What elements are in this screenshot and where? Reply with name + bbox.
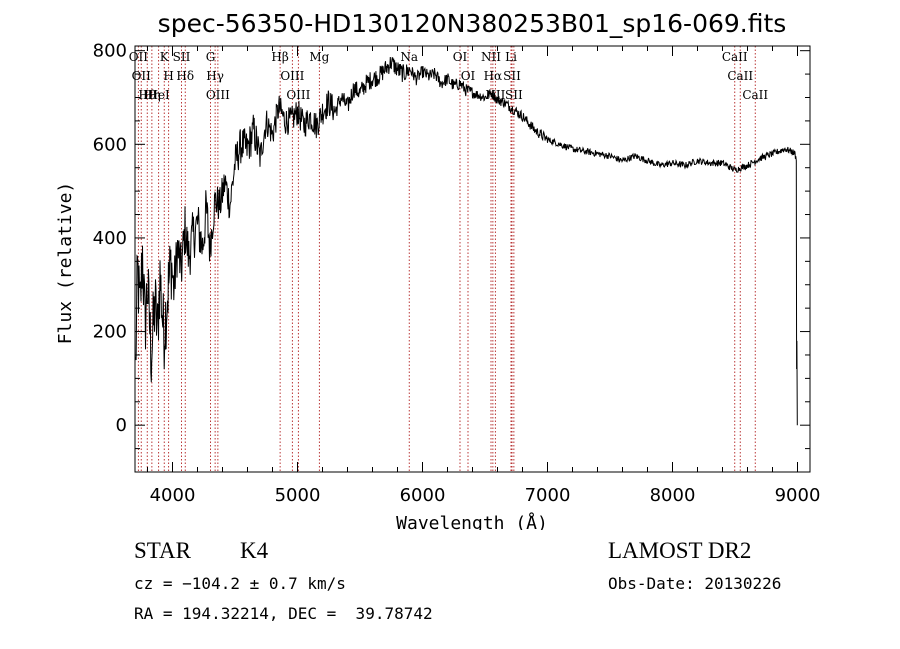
- line-label-25-0: CaII: [722, 50, 748, 64]
- spectral-line-markers: [137, 46, 756, 472]
- spectrum-chart: spec-56350-HD130120N380253B01_sp16-069.f…: [55, 9, 821, 530]
- x-tick-label-4: 8000: [650, 485, 696, 506]
- x-tick-label-2: 6000: [400, 485, 446, 506]
- line-label-23-0: SII: [503, 69, 521, 83]
- line-label-17-0: OI: [453, 50, 468, 64]
- axes: 4000 5000 6000 7000 8000 9000 0 200 400 600 800: [93, 41, 821, 506]
- line-label-4-0: HeI: [147, 88, 170, 102]
- line-label-10-0: Hγ: [206, 69, 224, 83]
- line-label-0-0: OII: [129, 50, 149, 64]
- line-label-9-0: G: [206, 50, 216, 64]
- obs-date: Obs-Date: 20130226: [608, 574, 782, 593]
- line-label-19-0: NII: [481, 50, 501, 64]
- ra-dec: RA = 194.32214, DEC = 39.78742: [134, 604, 433, 623]
- line-label-14-0: OIII: [286, 88, 310, 102]
- line-label-22-0: Li: [505, 50, 517, 64]
- x-axis-label: Wavelength (Å): [396, 512, 548, 530]
- line-label-16-0: Na: [400, 50, 418, 64]
- line-label-18-0: OI: [461, 69, 476, 83]
- line-label-20-0: Hα: [484, 69, 503, 83]
- x-tick-label-0: 4000: [150, 485, 196, 506]
- line-label-3-0: Hη: [143, 88, 161, 102]
- y-tick-label-0: 0: [116, 415, 127, 436]
- line-label-6-0: H: [163, 69, 173, 83]
- y-tick-label-1: 200: [93, 322, 127, 343]
- spectrum-trace: [135, 56, 798, 426]
- line-label-11-0: OIII: [206, 88, 230, 102]
- line-label-26-0: CaII: [727, 69, 753, 83]
- plot-area: [135, 56, 798, 426]
- line-label-13-0: OIII: [280, 69, 304, 83]
- line-label-27-0: CaII: [742, 88, 768, 102]
- x-tick-label-5: 9000: [775, 485, 821, 506]
- line-label-24-0: SII: [505, 88, 523, 102]
- line-label-8-0: Hδ: [176, 69, 194, 83]
- y-axis-label: Flux (relative): [55, 182, 76, 345]
- y-tick-label-2: 400: [93, 228, 127, 249]
- line-label-5-0: K: [160, 50, 170, 64]
- x-tick-label-1: 5000: [275, 485, 321, 506]
- line-label-1-0: OII: [132, 69, 152, 83]
- star-class: STAR: [134, 538, 191, 563]
- star-subclass: K4: [240, 538, 269, 563]
- y-tick-label-3: 600: [93, 134, 127, 155]
- x-tick-label-3: 7000: [525, 485, 571, 506]
- y-tick-label-4: 800: [93, 41, 127, 62]
- plot-frame: [134, 45, 811, 473]
- line-label-15-0: Mg: [309, 50, 329, 64]
- line-label-7-0: SII: [173, 50, 191, 64]
- line-label-12-0: Hβ: [271, 50, 288, 64]
- redshift-cz: cz = −104.2 ± 0.7 km/s: [134, 574, 346, 593]
- line-label-2-0: Hθ: [138, 88, 156, 102]
- chart-title: spec-56350-HD130120N380253B01_sp16-069.f…: [158, 9, 787, 38]
- survey-name: LAMOST DR2: [608, 538, 752, 563]
